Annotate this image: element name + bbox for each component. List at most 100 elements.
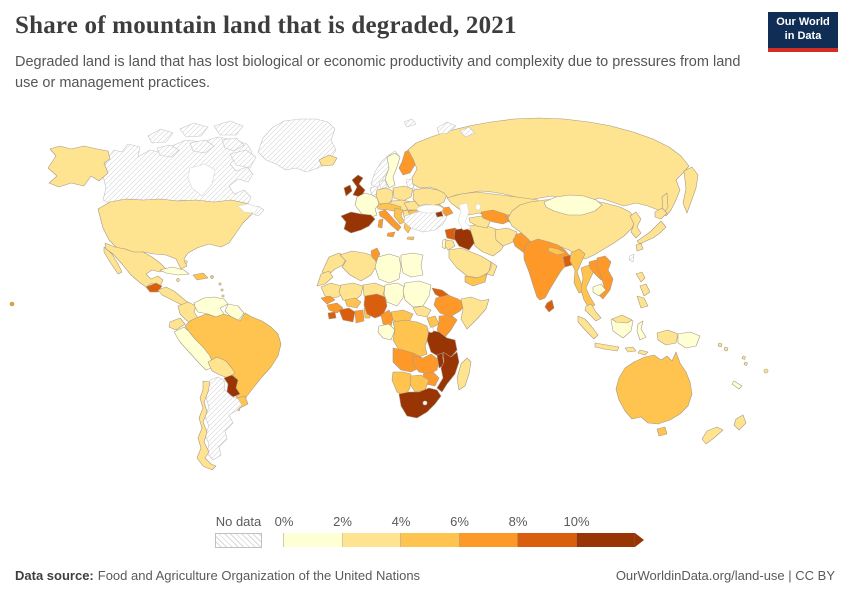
country-uganda[interactable]: [426, 315, 440, 329]
country-new-caledonia[interactable]: [731, 380, 743, 390]
country-alaska[interactable]: [47, 145, 111, 188]
country-fiji[interactable]: [763, 368, 769, 374]
country-tanzania[interactable]: [426, 329, 458, 359]
country-mozambique[interactable]: [436, 351, 460, 393]
country-solomon-islands[interactable]: [717, 342, 729, 352]
country-iceland[interactable]: [318, 154, 338, 167]
country-tasmania[interactable]: [656, 426, 668, 437]
country-nepal[interactable]: [547, 246, 567, 256]
country-ghana[interactable]: [354, 309, 365, 324]
country-mexico[interactable]: [103, 242, 167, 288]
country-new-zealand-south[interactable]: [701, 426, 724, 445]
country-sicily[interactable]: [386, 231, 396, 238]
country-paraguay[interactable]: [223, 374, 241, 398]
country-somalia[interactable]: [460, 296, 490, 330]
country-south-africa[interactable]: [398, 387, 442, 419]
country-kamchatka[interactable]: [682, 166, 699, 214]
country-chad[interactable]: [383, 282, 406, 307]
country-new-zealand-north[interactable]: [733, 414, 747, 431]
country-lesser-sunda[interactable]: [637, 349, 649, 356]
country-drc[interactable]: [392, 319, 430, 358]
country-zambia[interactable]: [412, 353, 440, 375]
country-ecuador[interactable]: [168, 317, 186, 331]
country-madagascar[interactable]: [456, 357, 472, 391]
country-puerto-rico[interactable]: [210, 275, 214, 279]
country-egypt[interactable]: [400, 252, 424, 278]
country-vietnam[interactable]: [596, 255, 614, 300]
country-hawaii[interactable]: [9, 301, 15, 307]
country-australia[interactable]: [615, 351, 693, 425]
legend-bin[interactable]: 0%: [275, 514, 343, 547]
country-morocco[interactable]: [321, 252, 348, 276]
country-afghanistan[interactable]: [494, 227, 518, 247]
country-oman[interactable]: [486, 261, 498, 277]
country-jordan[interactable]: [444, 239, 456, 251]
country-arctic-islands[interactable]: [147, 120, 257, 169]
country-russia[interactable]: [407, 117, 690, 217]
country-uk[interactable]: [351, 174, 366, 198]
country-poland[interactable]: [392, 185, 414, 202]
country-sardinia[interactable]: [377, 218, 384, 229]
country-novaya-zemlya[interactable]: [436, 121, 476, 138]
country-greenland[interactable]: [257, 118, 337, 173]
legend-bin[interactable]: 6%: [450, 514, 518, 547]
country-timor[interactable]: [624, 346, 637, 353]
country-ethiopia[interactable]: [433, 294, 467, 318]
country-libya[interactable]: [374, 253, 402, 284]
country-taiwan[interactable]: [628, 253, 635, 263]
country-sulawesi[interactable]: [636, 320, 647, 341]
country-mali[interactable]: [338, 282, 364, 303]
country-philippines[interactable]: [635, 271, 651, 309]
country-bahamas[interactable]: [184, 260, 188, 264]
country-malay-peninsula[interactable]: [584, 303, 602, 322]
country-vanuatu[interactable]: [741, 355, 748, 366]
country-hispaniola[interactable]: [192, 272, 209, 281]
country-java[interactable]: [594, 342, 620, 352]
country-argentina[interactable]: [204, 376, 243, 461]
legend-bin[interactable]: 8%: [509, 514, 577, 547]
country-svalbard[interactable]: [403, 118, 417, 128]
country-israel[interactable]: [441, 238, 447, 250]
country-gabon-congo[interactable]: [377, 323, 396, 341]
country-cambodia[interactable]: [592, 283, 607, 297]
country-lesser-antilles[interactable]: [218, 282, 225, 298]
country-uzbekistan[interactable]: [480, 209, 512, 225]
country-italy[interactable]: [378, 209, 402, 232]
country-sweden[interactable]: [384, 152, 401, 189]
country-jamaica[interactable]: [176, 278, 180, 282]
country-burkina-faso[interactable]: [344, 297, 362, 309]
country-sumatra[interactable]: [577, 315, 599, 340]
country-france[interactable]: [354, 192, 380, 219]
country-india[interactable]: [523, 238, 570, 301]
country-algeria[interactable]: [339, 250, 378, 282]
country-senegal[interactable]: [320, 295, 336, 305]
country-sierra-leone[interactable]: [327, 311, 337, 320]
country-yemen[interactable]: [464, 273, 488, 287]
country-brazil[interactable]: [184, 312, 282, 412]
country-ukraine[interactable]: [412, 187, 448, 207]
country-azerbaijan[interactable]: [441, 206, 454, 217]
country-ireland[interactable]: [343, 184, 353, 197]
country-venezuela[interactable]: [193, 296, 229, 318]
country-sudan[interactable]: [402, 280, 432, 308]
country-chile[interactable]: [196, 380, 217, 471]
legend-bin[interactable]: 4%: [392, 514, 460, 547]
owid-url-link[interactable]: OurWorldinData.org/land-use: [615, 568, 785, 583]
country-papua-new-guinea[interactable]: [677, 331, 701, 349]
country-cuba[interactable]: [159, 266, 190, 276]
legend-bin[interactable]: 2%: [333, 514, 401, 547]
country-cote-divoire[interactable]: [338, 307, 356, 323]
country-iberia[interactable]: [340, 211, 376, 234]
country-korea[interactable]: [629, 211, 642, 239]
country-sri-lanka[interactable]: [544, 299, 555, 313]
legend-no-data-swatch[interactable]: [215, 533, 262, 548]
country-bolivia[interactable]: [207, 356, 236, 379]
country-japan[interactable]: [635, 207, 668, 252]
country-south-sudan[interactable]: [412, 305, 432, 318]
country-west-papua[interactable]: [656, 329, 679, 346]
country-malaysia-borneo[interactable]: [611, 314, 633, 324]
country-germany[interactable]: [375, 187, 394, 207]
country-western-sahara[interactable]: [316, 270, 334, 287]
country-lesotho[interactable]: [422, 400, 428, 406]
owid-logo[interactable]: Our World in Data: [768, 12, 838, 52]
